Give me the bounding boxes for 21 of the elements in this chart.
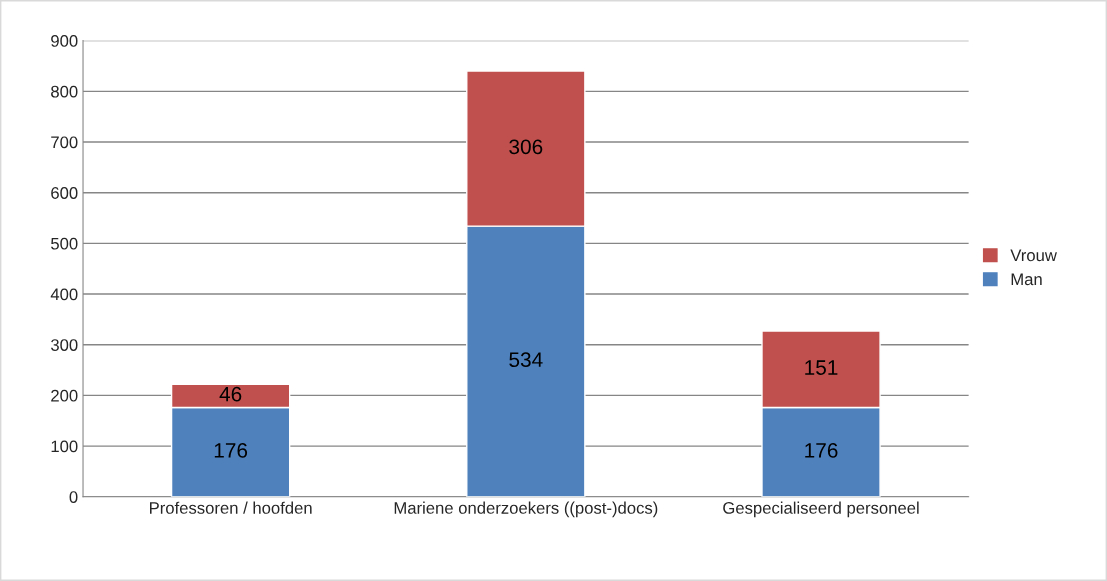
y-tick-label: 800 <box>51 85 78 98</box>
legend-label: Man <box>1011 273 1042 286</box>
y-tick-label: 300 <box>50 339 78 351</box>
y-tick-label: 900 <box>51 35 78 47</box>
y-tick-label: 600 <box>51 187 78 199</box>
data-label: 176 <box>805 443 838 458</box>
x-tick-label: Gespecialiseerd personeel <box>723 501 919 518</box>
legend-label: Vrouw <box>1010 249 1057 262</box>
y-tick-label: 500 <box>51 237 78 250</box>
y-tick-label: 100 <box>51 440 78 453</box>
y-tick-label: 0 <box>69 491 78 503</box>
y-tick-label: 700 <box>51 136 78 149</box>
data-label: 534 <box>509 352 543 368</box>
data-label: 46 <box>219 386 242 402</box>
data-label: 151 <box>805 360 838 375</box>
x-tick-label: Mariene onderzoekers ((post-)docs) <box>394 501 658 518</box>
y-tick-label: 400 <box>50 288 78 301</box>
data-label: 306 <box>509 139 543 155</box>
x-tick-label: Professoren / hoofden <box>150 501 312 514</box>
y-tick-label: 200 <box>51 389 78 402</box>
data-label: 176 <box>214 443 248 458</box>
